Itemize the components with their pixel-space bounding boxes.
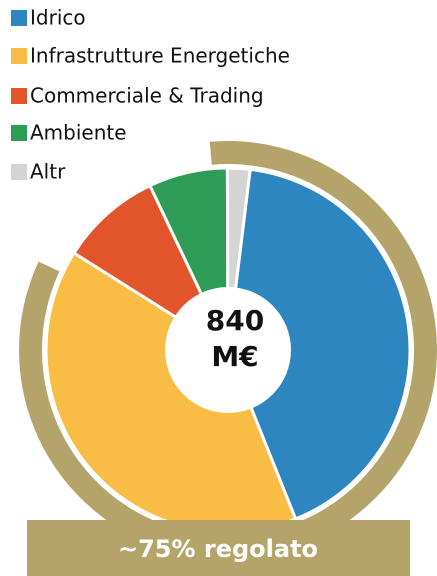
center-unit: M€ (211, 340, 258, 373)
legend-label: Infrastrutture Energetiche (30, 44, 290, 68)
legend-label: Idrico (30, 6, 86, 30)
legend-label: Commerciale & Trading (30, 84, 264, 108)
donut-hole (165, 287, 291, 413)
legend-label: Altr (30, 160, 66, 184)
legend-swatch (11, 88, 27, 104)
legend-swatch (11, 48, 27, 64)
banner (27, 520, 410, 576)
banner-text: ~75% regolato (118, 535, 318, 563)
legend-swatch (11, 10, 27, 26)
center-value: 840 (206, 304, 264, 337)
legend-swatch (11, 164, 27, 180)
legend-label: Ambiente (30, 121, 127, 145)
legend-swatch (11, 125, 27, 141)
